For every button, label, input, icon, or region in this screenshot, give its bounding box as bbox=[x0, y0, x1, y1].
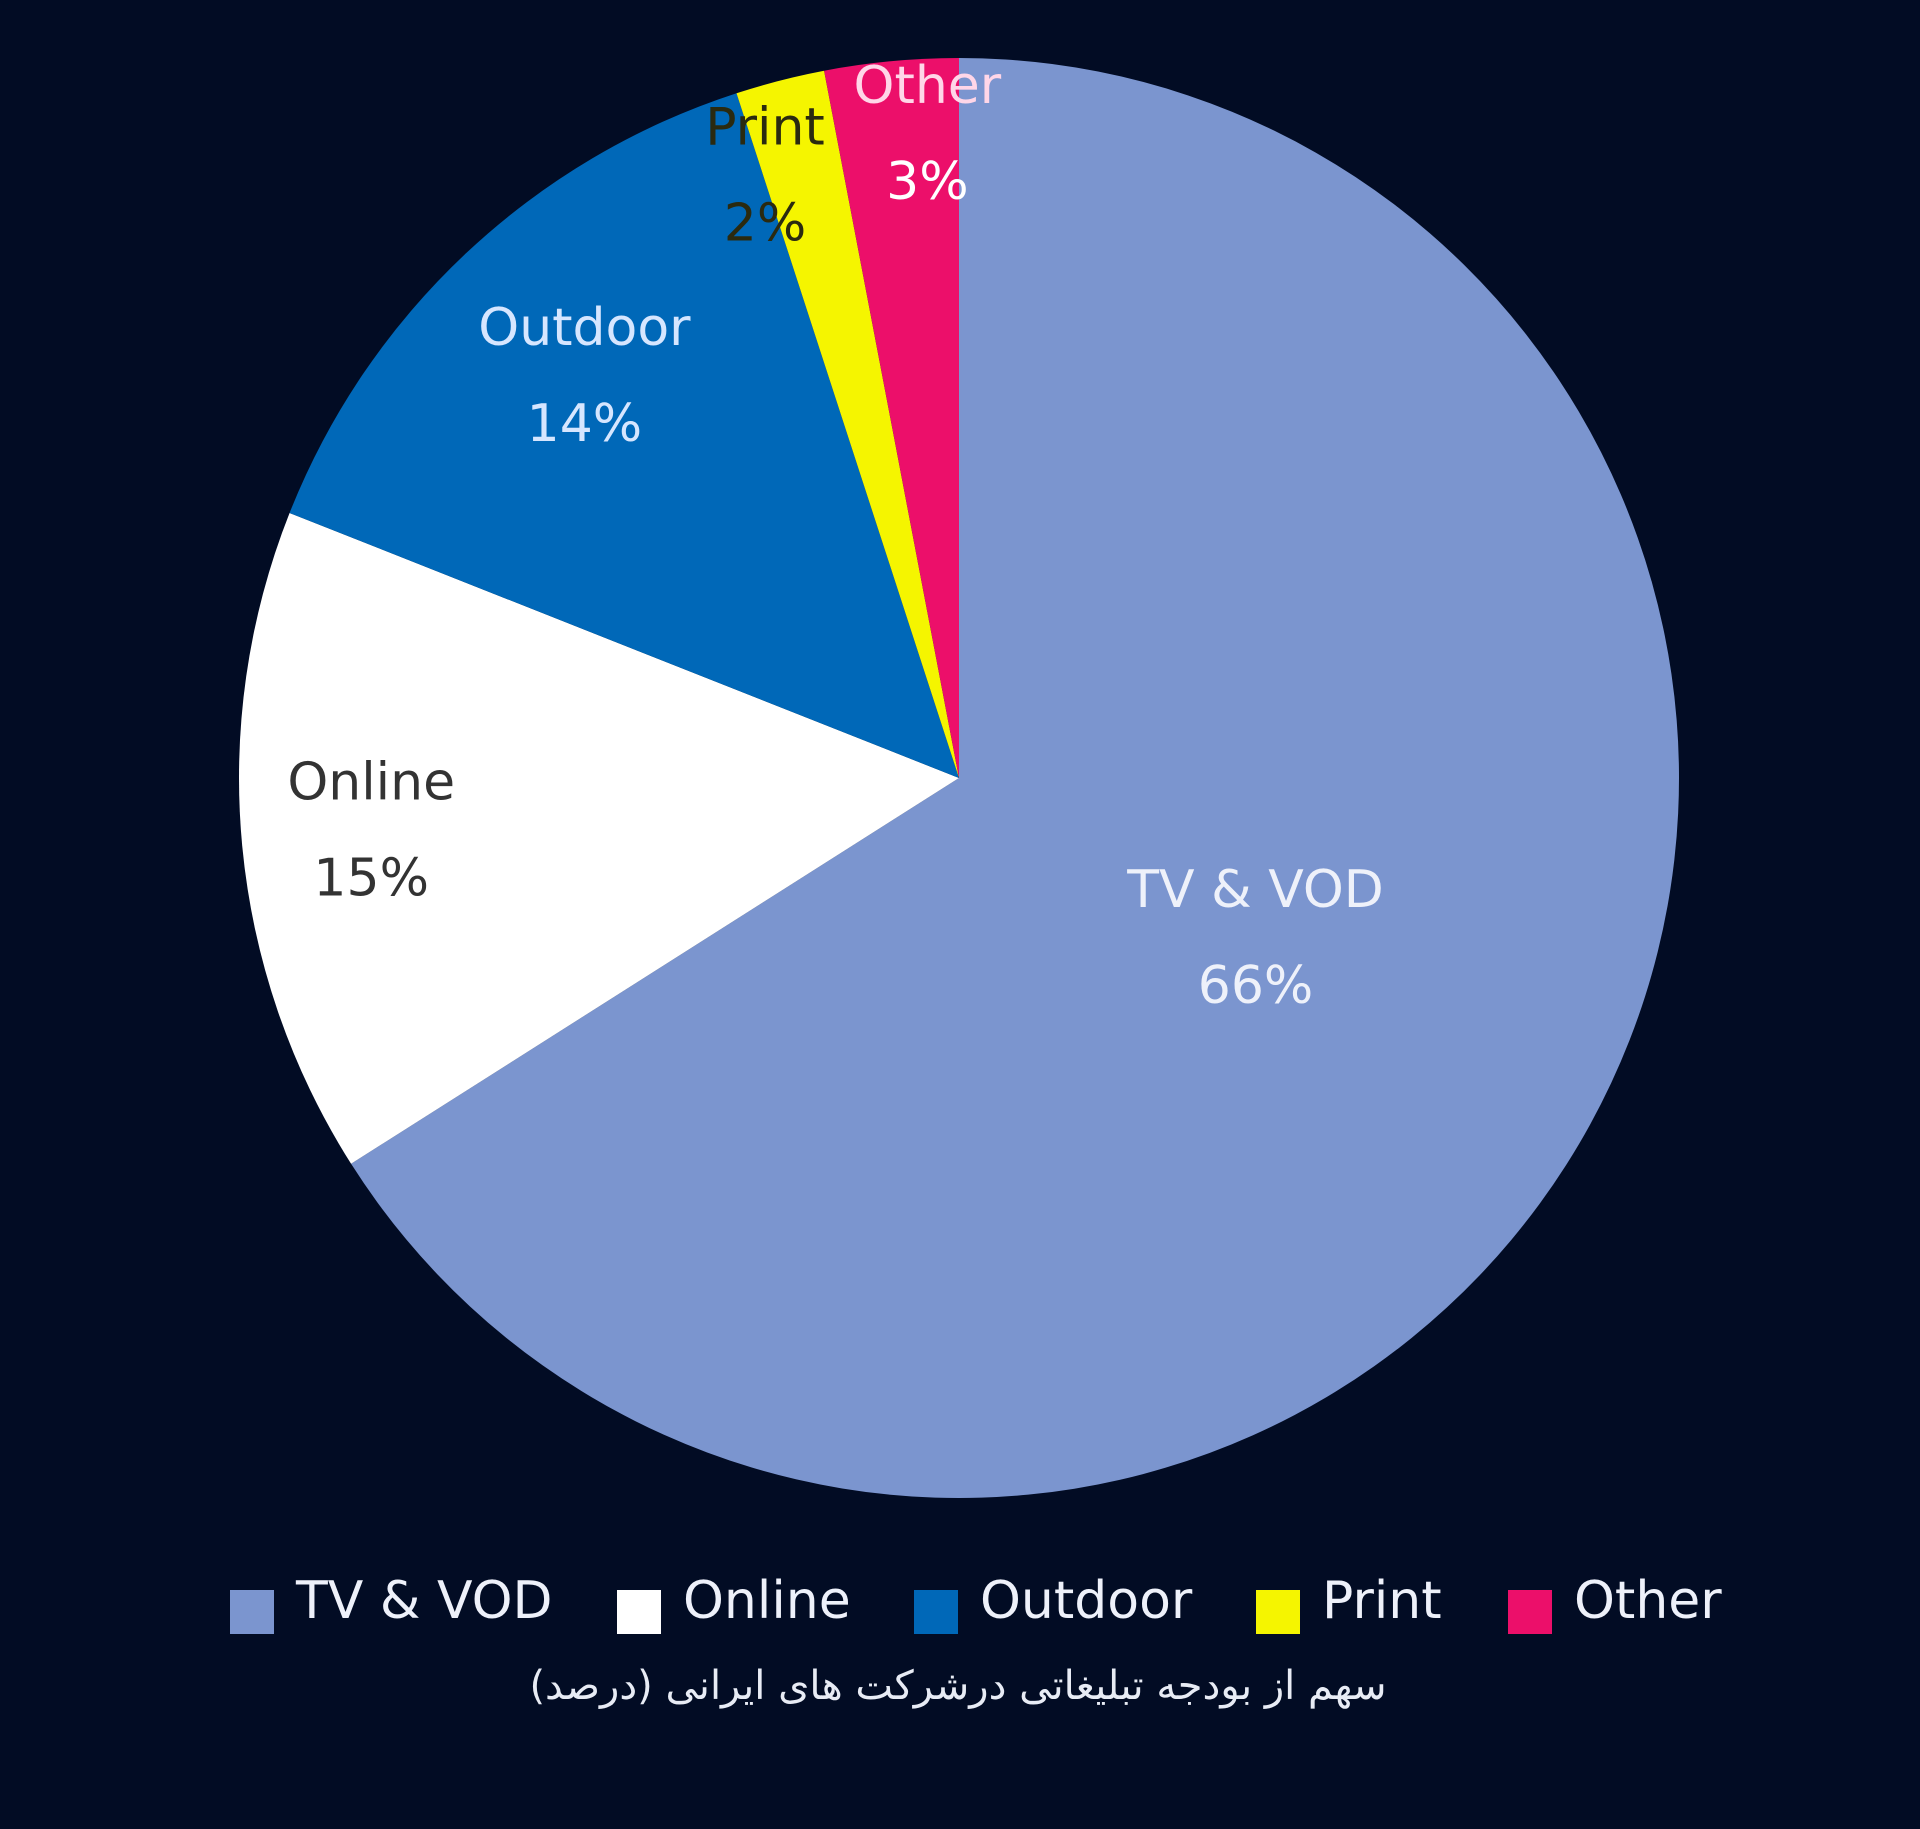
legend-swatch bbox=[914, 1590, 958, 1634]
slice-label: Online bbox=[287, 753, 455, 813]
slice-label: Other bbox=[854, 56, 1002, 116]
legend-label: Outdoor bbox=[980, 1571, 1193, 1631]
legend-label: Other bbox=[1574, 1571, 1722, 1631]
legend-label: Online bbox=[683, 1571, 851, 1631]
legend-label: TV & VOD bbox=[295, 1571, 553, 1631]
slice-value-label: 3% bbox=[886, 152, 969, 212]
pie-slice bbox=[824, 58, 959, 778]
slice-label: TV & VOD bbox=[1126, 860, 1384, 920]
legend-swatch bbox=[230, 1590, 274, 1634]
legend-swatch bbox=[617, 1590, 661, 1634]
legend-label: Print bbox=[1322, 1571, 1442, 1631]
pie-slice bbox=[351, 58, 1679, 1498]
slice-label: Print bbox=[705, 97, 825, 157]
slice-value-label: 2% bbox=[724, 193, 807, 253]
pie-slice bbox=[289, 93, 960, 778]
chart-title: سهم از بودجه تبلیغاتی درشرکت های ایرانی … bbox=[529, 1663, 1386, 1709]
pie-slice bbox=[239, 512, 959, 1164]
pie-slice bbox=[736, 70, 959, 779]
slice-value-label: 66% bbox=[1198, 956, 1314, 1016]
slice-value-label: 15% bbox=[313, 849, 429, 909]
legend-swatch bbox=[1508, 1590, 1552, 1634]
slice-value-label: 14% bbox=[527, 394, 643, 454]
slice-label: Outdoor bbox=[478, 298, 691, 358]
legend-swatch bbox=[1256, 1590, 1300, 1634]
